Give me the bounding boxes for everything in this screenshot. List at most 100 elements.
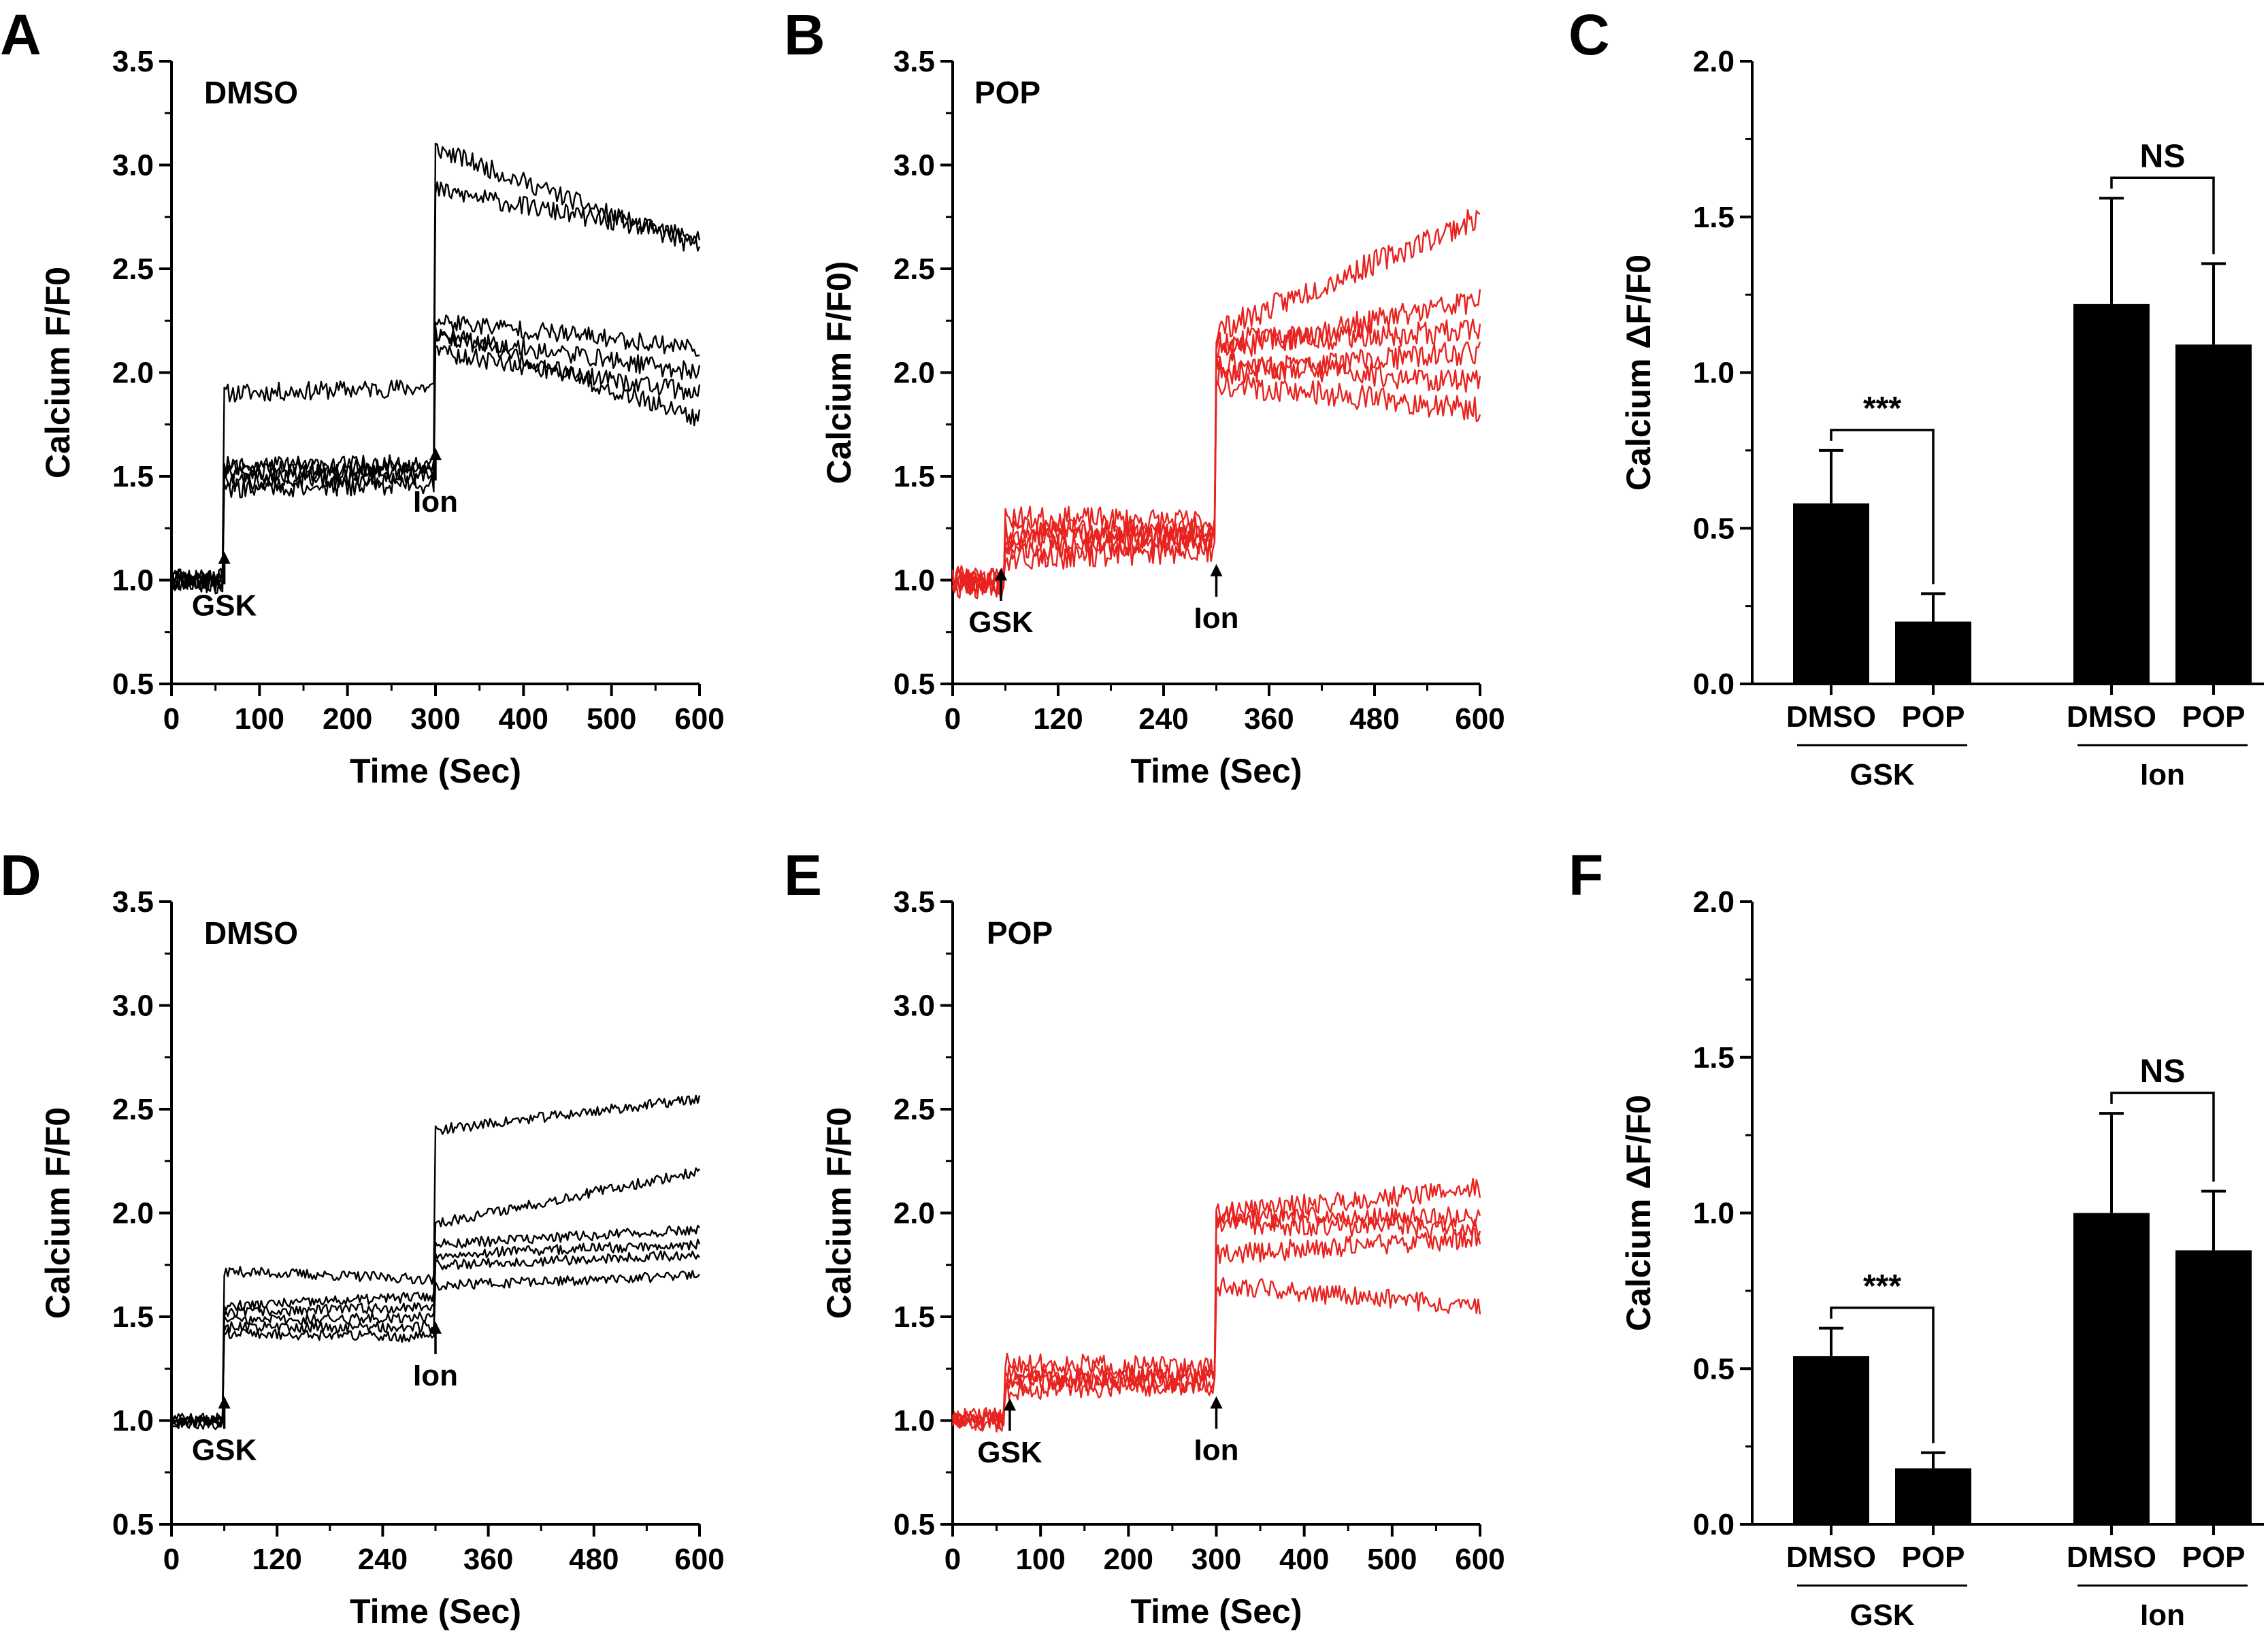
y-tick-label: 0.5 — [112, 668, 154, 701]
trace-line — [170, 1270, 700, 1426]
arrow-head-icon — [429, 448, 442, 461]
arrow-head-icon — [995, 568, 1008, 580]
y-axis-label: Calcium F/F0) — [820, 261, 858, 485]
arrow-head-icon — [1003, 1398, 1016, 1411]
group-label: GSK — [1850, 758, 1915, 791]
y-tick-label: 1.5 — [893, 1300, 935, 1334]
panel-label: B — [784, 3, 825, 67]
x-tick-label: 240 — [358, 1543, 408, 1576]
significance-label: NS — [2140, 138, 2186, 174]
x-tick-label: 600 — [1455, 702, 1505, 736]
y-tick-label: 2.0 — [112, 1197, 154, 1230]
y-tick-label: 3.5 — [112, 885, 154, 919]
x-tick-label: 600 — [674, 702, 724, 736]
y-tick-label: 1.5 — [1693, 201, 1735, 234]
x-tick-label: 500 — [587, 702, 636, 736]
bar-label: DMSO — [1786, 700, 1876, 734]
x-tick-label: 0 — [944, 702, 961, 736]
x-tick-label: 0 — [163, 1543, 180, 1576]
trace-line — [170, 325, 701, 590]
panel-label: A — [0, 3, 42, 67]
x-tick-label: 240 — [1138, 702, 1188, 736]
x-tick-label: 400 — [1279, 1543, 1329, 1576]
panel-d: D 0.5 1.0 1.5 2.0 2.5 3.0 3.5 Calcium F/F0 0 120 24… — [0, 843, 725, 1630]
event-label: GSK — [192, 589, 257, 623]
y-tick-label: 0.5 — [1693, 1352, 1735, 1385]
trace-line — [171, 142, 701, 586]
significance-label: NS — [2140, 1053, 2186, 1089]
trace-line — [951, 1177, 1481, 1430]
bar — [2175, 1250, 2252, 1524]
trace-line — [171, 1224, 700, 1428]
condition-label: DMSO — [204, 915, 298, 951]
y-tick-label: 0.5 — [112, 1508, 154, 1541]
y-axis-label: Calcium ΔF/F0 — [1620, 255, 1658, 491]
y-tick-label: 1.0 — [1693, 1197, 1735, 1230]
y-tick-label: 2.0 — [112, 357, 154, 390]
y-tick-label: 2.5 — [112, 252, 154, 286]
y-tick-label: 1.5 — [112, 1300, 154, 1334]
trace-line — [951, 209, 1481, 593]
group-label: Ion — [2140, 758, 2185, 791]
arrow-head-icon — [218, 1396, 231, 1409]
x-axis-label: Time (Sec) — [350, 1592, 521, 1630]
y-tick-label: 1.0 — [1693, 357, 1735, 390]
x-tick-label: 360 — [1244, 702, 1294, 736]
x-axis-label: Time (Sec) — [350, 752, 521, 790]
x-tick-label: 0 — [163, 702, 180, 736]
significance-label: *** — [1863, 1268, 1901, 1305]
y-tick-label: 3.0 — [112, 989, 154, 1023]
bar-label: DMSO — [1786, 1541, 1876, 1574]
x-tick-label: 100 — [235, 702, 284, 736]
event-label: GSK — [977, 1436, 1042, 1469]
y-tick-label: 3.5 — [893, 45, 935, 78]
bar — [1793, 1356, 1869, 1524]
x-tick-label: 360 — [463, 1543, 513, 1576]
y-tick-label: 2.0 — [1693, 45, 1735, 78]
x-tick-label: 600 — [1455, 1543, 1505, 1576]
y-tick-label: 3.5 — [112, 45, 154, 78]
y-tick-label: 1.0 — [112, 564, 154, 597]
y-tick-label: 1.0 — [893, 1405, 935, 1438]
x-axis-label: Time (Sec) — [1131, 752, 1302, 790]
trace-line — [170, 1094, 701, 1426]
y-tick-label: 0.0 — [1693, 1508, 1735, 1541]
bar — [1895, 1468, 1971, 1524]
event-label: GSK — [192, 1434, 257, 1467]
y-tick-label: 0.5 — [893, 1508, 935, 1541]
x-tick-label: 400 — [499, 702, 548, 736]
y-tick-label: 1.5 — [1693, 1041, 1735, 1075]
panel-label: D — [0, 843, 42, 907]
y-tick-label: 2.0 — [1693, 885, 1735, 919]
y-tick-label: 1.0 — [893, 564, 935, 597]
arrow-head-icon — [1210, 563, 1223, 576]
bar — [2073, 304, 2150, 685]
significance-bracket — [1830, 429, 1935, 585]
event-label: Ion — [1194, 1434, 1239, 1467]
panel-label: C — [1568, 3, 1610, 67]
y-tick-label: 2.0 — [893, 1197, 935, 1230]
significance-bracket — [1830, 1307, 1935, 1443]
x-tick-label: 120 — [252, 1543, 301, 1576]
arrow-head-icon — [1210, 1396, 1223, 1409]
panel-label: F — [1568, 843, 1603, 907]
event-label: Ion — [1194, 602, 1239, 635]
bar — [2073, 1213, 2150, 1524]
x-tick-label: 300 — [410, 702, 460, 736]
bar — [2175, 344, 2252, 684]
bar-label: DMSO — [2067, 1541, 2156, 1574]
trace-line — [951, 318, 1481, 600]
y-tick-label: 3.0 — [893, 149, 935, 182]
y-tick-label: 1.5 — [112, 460, 154, 493]
x-tick-label: 480 — [569, 1543, 619, 1576]
condition-label: POP — [974, 75, 1040, 110]
panel-b: B 0.5 1.0 1.5 2.0 2.5 3.0 3.5 Calcium F/F0) 0 120 2… — [784, 3, 1505, 790]
y-axis-label: Calcium F/F0 — [39, 1107, 77, 1319]
arrow-head-icon — [218, 551, 231, 564]
x-tick-label: 200 — [1104, 1543, 1153, 1576]
panel-c: C 0.0 0.5 1.0 1.5 2.0 Calcium ΔF/F0 DMSO POP GSK *… — [1568, 3, 2264, 791]
bar-label: DMSO — [2067, 700, 2156, 734]
y-tick-label: 2.5 — [112, 1093, 154, 1126]
y-axis-label: Calcium F/F0 — [39, 267, 77, 478]
